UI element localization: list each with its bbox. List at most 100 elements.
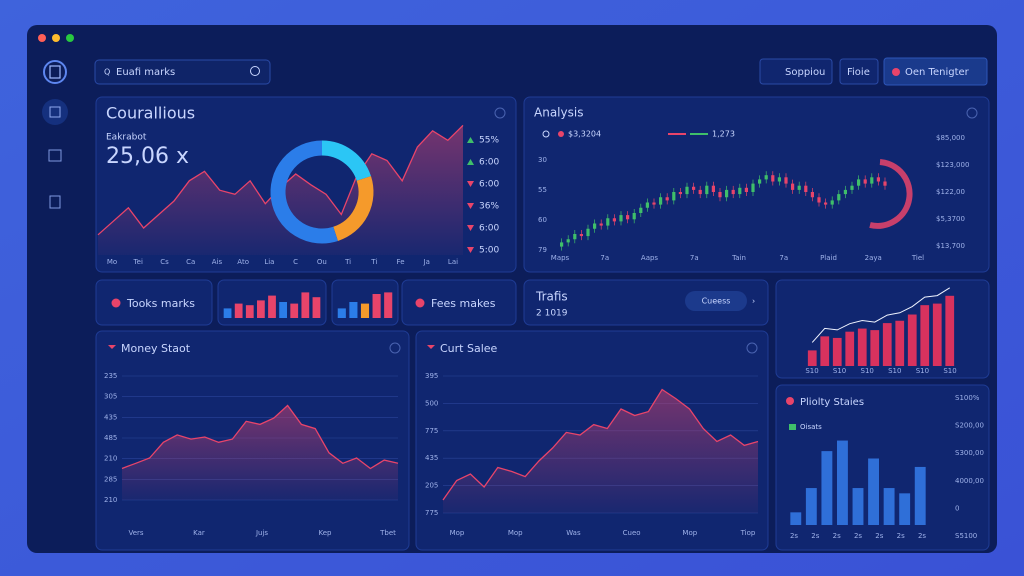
bar bbox=[821, 451, 833, 525]
bar bbox=[360, 303, 370, 318]
legend-label: 6:00 bbox=[479, 224, 499, 234]
legend-marker bbox=[467, 247, 474, 253]
bar bbox=[895, 320, 905, 366]
bar bbox=[223, 308, 232, 318]
pill[interactable] bbox=[401, 279, 517, 326]
candle bbox=[632, 213, 636, 220]
bar bbox=[805, 488, 817, 525]
x-tick-label: Ca bbox=[186, 258, 195, 266]
y-tick-label: S200,00 bbox=[955, 422, 984, 430]
x-tick-label: 2aya bbox=[865, 254, 882, 262]
panel-title: Trafis bbox=[535, 290, 568, 304]
bar bbox=[945, 295, 955, 366]
y-tick-label: 435 bbox=[104, 413, 117, 421]
bar bbox=[845, 331, 855, 366]
bar bbox=[920, 305, 930, 366]
candle bbox=[764, 175, 768, 180]
area-fill bbox=[122, 405, 398, 500]
panel-title: Analysis bbox=[534, 106, 583, 120]
x-tick-label: 7a bbox=[779, 254, 788, 262]
search-box[interactable] bbox=[94, 59, 271, 85]
y-tick-label: $122,00 bbox=[936, 188, 965, 196]
panel-title: Curt Salee bbox=[440, 342, 498, 355]
x-tick-label: Tei bbox=[133, 258, 143, 266]
x-tick-label: S10 bbox=[805, 367, 818, 375]
bar bbox=[882, 323, 892, 366]
candle bbox=[672, 192, 676, 201]
title-dot bbox=[786, 397, 794, 405]
title-icon bbox=[108, 345, 116, 349]
y-tick-label: S100% bbox=[955, 394, 980, 402]
info-icon[interactable] bbox=[746, 342, 758, 354]
panel bbox=[523, 96, 990, 273]
button-dot bbox=[892, 68, 900, 76]
x-tick-label: Ti bbox=[344, 258, 351, 266]
x-tick-label: 2s bbox=[875, 532, 883, 540]
y-tick-label: 4000,00 bbox=[955, 477, 984, 485]
nav-active[interactable] bbox=[42, 99, 68, 125]
legend-label: 6:00 bbox=[479, 180, 499, 190]
bar bbox=[312, 297, 321, 318]
close-dot[interactable] bbox=[38, 34, 46, 42]
bar bbox=[883, 488, 895, 525]
x-tick-label: Lia bbox=[264, 258, 274, 266]
bar bbox=[268, 295, 276, 318]
x-tick-label: 2s bbox=[897, 532, 905, 540]
logo[interactable] bbox=[43, 60, 67, 84]
candle bbox=[751, 183, 755, 192]
nav-icon[interactable] bbox=[48, 149, 62, 162]
bar bbox=[870, 330, 880, 366]
kpi: 25,06 x bbox=[106, 144, 189, 169]
area-fill bbox=[443, 389, 758, 513]
button[interactable] bbox=[839, 58, 879, 85]
candle bbox=[579, 234, 583, 237]
legend-label: 5:00 bbox=[479, 246, 499, 256]
y-tick-label: $5,3700 bbox=[936, 215, 965, 223]
legend-marker bbox=[467, 225, 474, 231]
candle bbox=[738, 187, 742, 195]
info-icon[interactable] bbox=[966, 107, 978, 119]
candle bbox=[830, 200, 834, 205]
bar bbox=[234, 303, 243, 318]
panel-title: Money Staot bbox=[121, 342, 191, 355]
info-icon[interactable] bbox=[389, 342, 401, 354]
panel-title: Courallious bbox=[106, 104, 195, 123]
min-dot[interactable] bbox=[52, 34, 60, 42]
button[interactable] bbox=[883, 57, 988, 86]
bar bbox=[932, 303, 942, 366]
candle bbox=[883, 181, 887, 186]
toggle[interactable] bbox=[685, 291, 747, 311]
nav-icon bbox=[49, 106, 61, 118]
y-tick-label: 305 bbox=[104, 393, 117, 401]
max-dot[interactable] bbox=[66, 34, 74, 42]
x-tick-label: S10 bbox=[833, 367, 846, 375]
info-icon[interactable] bbox=[494, 107, 506, 119]
panel-subtitle: Eakrabot bbox=[106, 133, 147, 143]
candle bbox=[784, 177, 788, 184]
nav-icon[interactable] bbox=[49, 195, 61, 209]
x-tick-label: 2s bbox=[790, 532, 798, 540]
x-tick-label: Tbet bbox=[379, 529, 396, 537]
bar bbox=[914, 466, 926, 525]
x-tick-label: 2s bbox=[854, 532, 862, 540]
x-tick-label: Ato bbox=[237, 258, 249, 266]
candle bbox=[804, 185, 808, 192]
legend-label: 36% bbox=[479, 202, 499, 212]
toggle-label: Cueess bbox=[702, 297, 731, 306]
legend-marker bbox=[467, 137, 474, 143]
x-tick-label: Mop bbox=[450, 529, 465, 537]
bar bbox=[899, 493, 911, 525]
candle bbox=[560, 242, 564, 247]
bar bbox=[384, 292, 393, 318]
legend-label: 55% bbox=[479, 136, 499, 146]
bar bbox=[907, 314, 917, 366]
gauge-arc bbox=[869, 159, 913, 229]
candle bbox=[797, 185, 801, 190]
bar bbox=[337, 308, 346, 318]
pill[interactable] bbox=[95, 279, 213, 326]
button[interactable] bbox=[759, 58, 833, 85]
y-tick-label: 395 bbox=[425, 372, 438, 380]
y-tick-label: 285 bbox=[104, 475, 117, 483]
candle bbox=[586, 228, 590, 237]
y-tick-label: S5100 bbox=[955, 532, 977, 540]
